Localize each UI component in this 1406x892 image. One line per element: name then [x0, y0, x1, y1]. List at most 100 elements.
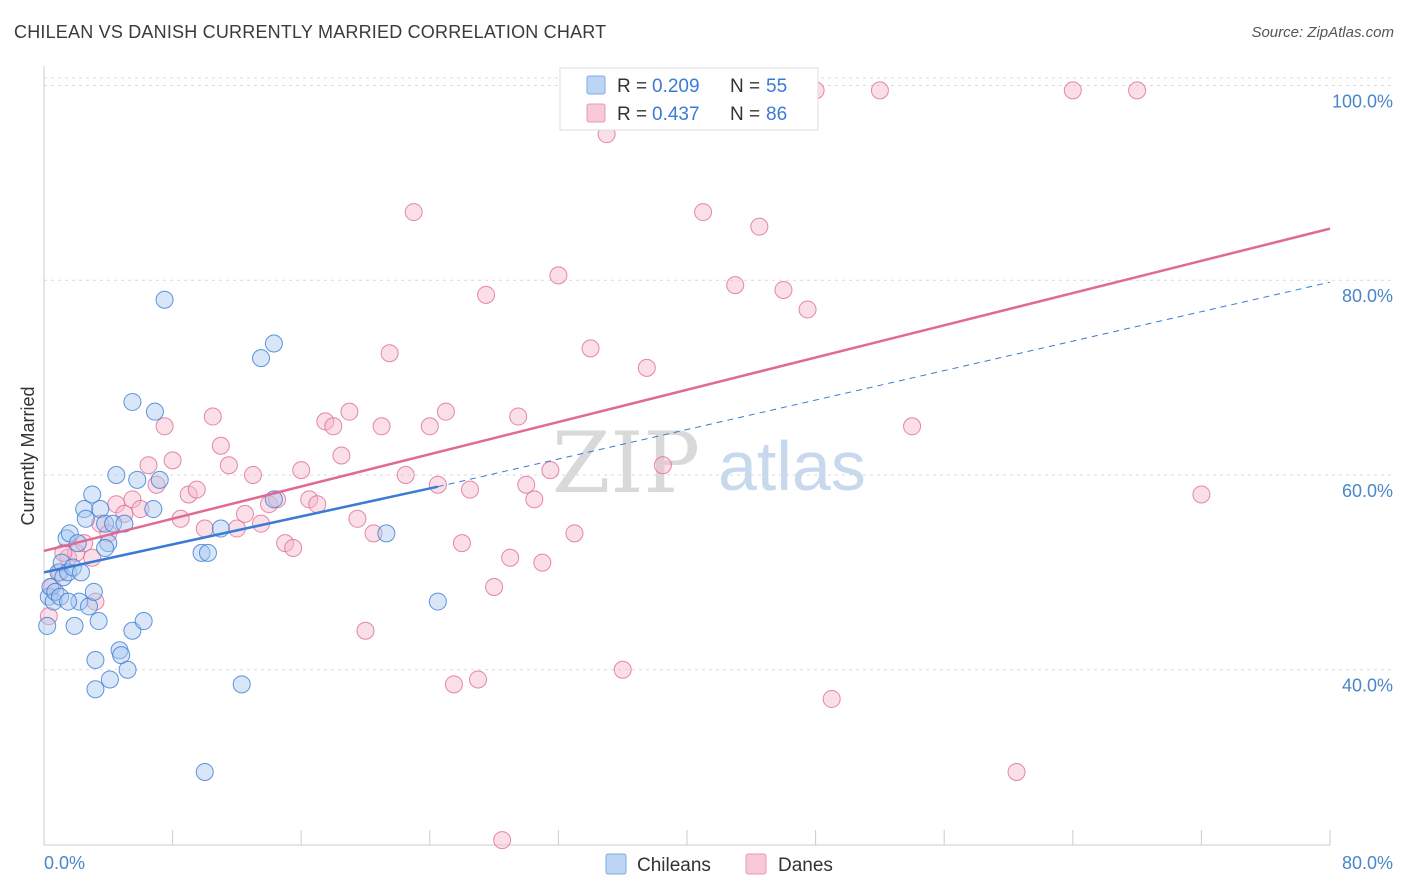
- danes-point-40: [356, 621, 375, 640]
- danes-point-67: [637, 358, 656, 377]
- chileans-point-40: [155, 290, 174, 309]
- chileans-point-19: [80, 597, 99, 616]
- legend-r-label-1: R =: [617, 76, 647, 97]
- danes-point-60: [541, 461, 560, 480]
- bottom-legend-danes: Danes: [778, 855, 833, 876]
- legend: R = 0.209 N = 55 R = 0.437 N = 86: [559, 67, 819, 131]
- watermark: ZIP atlas: [552, 414, 866, 512]
- danes-point-82: [1192, 485, 1211, 504]
- chileans-point-43: [192, 543, 211, 562]
- axes: [43, 66, 1331, 846]
- tick-labels: 40.0% 60.0% 80.0% 100.0% 0.0% 80.0%: [44, 91, 1393, 873]
- chileans-point-29: [107, 465, 126, 484]
- chileans-point-49: [264, 334, 283, 353]
- chileans-point-41: [123, 392, 142, 411]
- chileans-point-44: [198, 543, 217, 562]
- danes-point-34: [308, 495, 327, 514]
- danes-point-23: [219, 456, 238, 475]
- danes-point-19: [187, 480, 206, 499]
- danes-point-61: [549, 266, 568, 285]
- danes-point-72: [750, 217, 769, 236]
- danes-point-31: [284, 539, 303, 558]
- x-tick-label-1: 80.0%: [1342, 853, 1393, 873]
- danes-point-55: [501, 548, 520, 567]
- chileans-point-24: [91, 500, 110, 519]
- chileans-point-35: [128, 470, 147, 489]
- danes-point-46: [420, 417, 439, 436]
- chileans-point-18: [76, 509, 95, 528]
- chileans-point-47: [232, 675, 251, 694]
- watermark-atlas: atlas: [718, 427, 866, 505]
- chileans-point-53: [96, 539, 115, 558]
- danes-point-69: [694, 203, 713, 222]
- series-chileans: [38, 290, 447, 781]
- danes-point-58: [525, 490, 544, 509]
- danes-point-44: [396, 465, 415, 484]
- danes-point-50: [452, 534, 471, 553]
- danes-point-59: [533, 553, 552, 572]
- chileans-point-23: [89, 612, 108, 631]
- danes-point-56: [509, 407, 528, 426]
- danes-trend-line: [43, 227, 1331, 553]
- legend-swatch-danes: [586, 103, 606, 123]
- danes-point-14: [147, 475, 166, 494]
- chileans-point-48: [252, 349, 271, 368]
- chart-title: CHILEAN VS DANISH CURRENTLY MARRIED CORR…: [14, 22, 607, 42]
- y-tick-label-3: 100.0%: [1332, 91, 1393, 111]
- chileans-point-52: [428, 592, 447, 611]
- danes-point-21: [203, 407, 222, 426]
- chileans-point-22: [86, 650, 105, 669]
- danes-point-12: [131, 500, 150, 519]
- legend-r-value-2: 0.437: [652, 104, 700, 125]
- chileans-point-21: [84, 582, 103, 601]
- chileans-point-33: [118, 660, 137, 679]
- bottom-legend-swatch-chileans: [605, 853, 627, 875]
- danes-point-47: [428, 475, 447, 494]
- chileans-point-27: [100, 670, 119, 689]
- danes-point-48: [436, 402, 455, 421]
- chileans-point-0: [38, 616, 57, 635]
- y-axis-label: Currently Married: [18, 386, 38, 525]
- bottom-legend-swatch-danes: [745, 853, 767, 875]
- y-tick-label-0: 40.0%: [1342, 676, 1393, 696]
- legend-n-label-1: N =: [730, 76, 760, 97]
- chileans-point-4: [46, 582, 65, 601]
- danes-point-71: [726, 276, 745, 295]
- legend-swatch-chileans: [586, 75, 606, 95]
- danes-point-26: [243, 465, 262, 484]
- chileans-point-54: [59, 592, 78, 611]
- danes-point-45: [404, 203, 423, 222]
- danes-point-32: [292, 461, 311, 480]
- danes-point-43: [380, 344, 399, 363]
- legend-n-value-1: 55: [766, 76, 787, 97]
- danes-point-51: [460, 480, 479, 499]
- danes-point-57: [517, 475, 536, 494]
- danes-point-54: [485, 577, 504, 596]
- danes-point-74: [798, 300, 817, 319]
- chileans-point-32: [115, 514, 134, 533]
- grid-lines: [44, 77, 1393, 671]
- chileans-point-2: [41, 577, 60, 596]
- chileans-point-9: [57, 529, 76, 548]
- source-label: Source: ZipAtlas.com: [1251, 24, 1394, 41]
- chileans-point-37: [144, 500, 163, 519]
- danes-point-38: [340, 402, 359, 421]
- chileans-point-42: [86, 680, 105, 699]
- danes-point-77: [870, 81, 889, 100]
- bottom-legend-chileans: Chileans: [637, 855, 711, 876]
- danes-point-65: [613, 660, 632, 679]
- danes-point-25: [235, 504, 254, 523]
- danes-point-83: [493, 831, 512, 850]
- legend-r-label-2: R =: [617, 104, 647, 125]
- y-tick-label-2: 80.0%: [1342, 286, 1393, 306]
- danes-point-20: [195, 519, 214, 538]
- danes-point-62: [565, 524, 584, 543]
- chileans-point-46: [195, 762, 214, 781]
- danes-point-53: [477, 285, 496, 304]
- x-tick-label-0: 0.0%: [44, 853, 85, 873]
- legend-n-label-2: N =: [730, 104, 760, 125]
- danes-point-13: [139, 456, 158, 475]
- danes-point-73: [774, 280, 793, 299]
- danes-point-22: [211, 436, 230, 455]
